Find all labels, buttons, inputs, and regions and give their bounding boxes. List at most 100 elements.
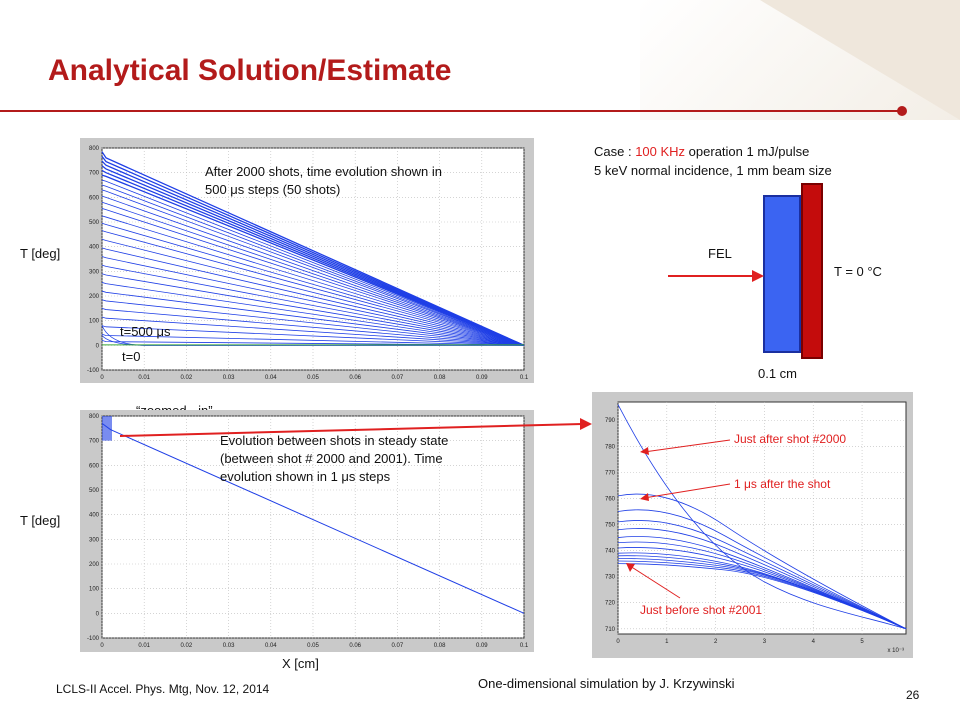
zoom-profile-curve [617,541,907,630]
zoom-x-tick-label: 5 [860,639,864,645]
top-y-tick-label: 300 [89,269,100,275]
zoom-connector-head [580,418,592,430]
label-t0: t=0 [122,349,141,364]
bottom-y-tick-label: -100 [87,636,100,642]
top-plot-annotation: After 2000 shots, time evolution shown i… [205,163,442,199]
zoom-y-tick-label: 780 [605,444,616,450]
bottom-x-tick-label: 0.06 [349,643,361,649]
top-profile-curve [101,325,525,346]
top-profile-curve [101,151,525,346]
zoom-plot: 0 1 2 3 4 5 710 720 730 740 750 760 770 780 790 x 10⁻³ J… [592,392,913,658]
zoom-x-tick-label: 2 [714,639,718,645]
zoom-x-tick-label: 1 [665,639,669,645]
top-profile-curve [101,201,525,346]
case-frequency: 100 KHz [635,144,686,159]
top-y-tick-label: 500 [89,220,100,226]
bottom-plot-ylabel: T [deg] [20,513,61,528]
top-y-tick-label: 100 [89,319,100,325]
top-x-tick-label: 0 [100,375,104,381]
zoom-y-tick-label: 790 [605,418,616,424]
bottom-y-tick-label: 800 [89,414,100,420]
title-rule [0,110,902,112]
top-profile-curve [101,264,525,346]
zoom-y-tick-label: 720 [605,601,616,607]
top-x-tick-label: 0.03 [223,375,235,381]
bottom-curve-cluster [102,416,112,441]
bottom-y-tick-label: 600 [89,463,100,469]
footer-meeting: LCLS-II Accel. Phys. Mtg, Nov. 12, 2014 [56,682,270,696]
zoom-arrow-before [629,565,681,599]
top-profile-curve [101,238,525,346]
top-y-tick-label: 800 [89,146,100,152]
zoom-x-exponent: x 10⁻³ [887,648,904,654]
top-profile-curve [101,189,525,346]
top-profile-curve [101,256,525,346]
top-profile-curve [101,179,525,346]
bottom-annotation-line-2: (between shot # 2000 and 2001). Time [220,451,443,466]
top-profile-curve [101,160,525,346]
top-profile-curve [101,169,525,346]
zoom-arrowhead-after [640,447,649,455]
zoom-profile-curve [617,563,907,630]
bottom-y-tick-label: 500 [89,488,100,494]
top-profile-curve [101,340,525,346]
top-profile-curve [101,247,525,346]
bottom-y-tick-label: 300 [89,537,100,543]
zoom-arrow-1us [643,483,731,499]
bottom-y-tick-label: 400 [89,513,100,519]
header-decoration-triangle [760,0,960,120]
top-profile-curve [101,215,525,346]
top-x-tick-label: 0.1 [520,375,529,381]
zoom-profile-curve [617,404,907,630]
bottom-x-tick-label: 0.05 [307,643,319,649]
top-y-tick-label: 400 [89,245,100,251]
zoom-y-tick-label: 730 [605,575,616,581]
bottom-x-tick-label: 0.07 [392,643,404,649]
top-profile-curve [101,290,525,346]
top-profile-curve [101,333,525,346]
top-profile-curve [101,282,525,346]
fel-arrow-head [752,270,764,282]
top-x-tick-label: 0.02 [181,375,193,381]
bottom-x-tick-label: 0.09 [476,643,488,649]
sample-plate [763,195,801,353]
top-profile-curve [101,208,525,346]
bottom-plot-annotation: Evolution between shots in steady state … [220,432,448,486]
zoom-arrow-after [643,439,731,453]
slide-title: Analytical Solution/Estimate [48,54,452,87]
zoom-profile-curve [617,528,907,630]
top-profile-curve [101,273,525,346]
top-profile-curve [101,307,525,346]
bottom-y-tick-label: 200 [89,562,100,568]
bottom-y-tick-label: 100 [89,587,100,593]
top-x-tick-label: 0.04 [265,375,277,381]
zoom-arrowhead-before [626,563,635,572]
zoom-axes-area [617,401,907,635]
top-profile-curve [101,174,525,346]
bottom-x-tick-label: 0.02 [181,643,193,649]
top-y-tick-label: 200 [89,294,100,300]
bottom-x-tick-label: 0.03 [223,643,235,649]
zoom-y-tick-label: 760 [605,496,616,502]
top-profile-curve [101,155,525,346]
top-y-tick-label: 0 [96,343,100,349]
bottom-x-tick-label: 0.08 [434,643,446,649]
zoom-profile-curve [617,547,907,630]
top-y-tick-label: -100 [87,368,100,374]
top-annotation-line-2: 500 μs steps (50 shots) [205,182,341,197]
top-y-tick-label: 700 [89,171,100,177]
zoom-y-tick-label: 750 [605,523,616,529]
top-profile-curve [101,195,525,346]
sample-schematic [668,183,823,359]
bottom-x-tick-label: 0.1 [520,643,529,649]
top-profile-curve [101,222,525,346]
zoom-profile-curve [617,536,907,630]
top-plot: 0 0.01 0.02 0.03 0.04 0.05 0.06 0.07 0.08 0.09 0.1… [80,138,534,383]
top-profile-curve [101,316,525,346]
zoom-connector-line [119,423,583,437]
top-profile-curve [101,184,525,346]
zoom-label-after-shot: Just after shot #2000 [734,432,846,446]
case-line-2: 5 keV normal incidence, 1 mm beam size [594,163,832,178]
bottom-y-tick-label: 700 [89,439,100,445]
top-annotation-line-1: After 2000 shots, time evolution shown i… [205,164,443,179]
